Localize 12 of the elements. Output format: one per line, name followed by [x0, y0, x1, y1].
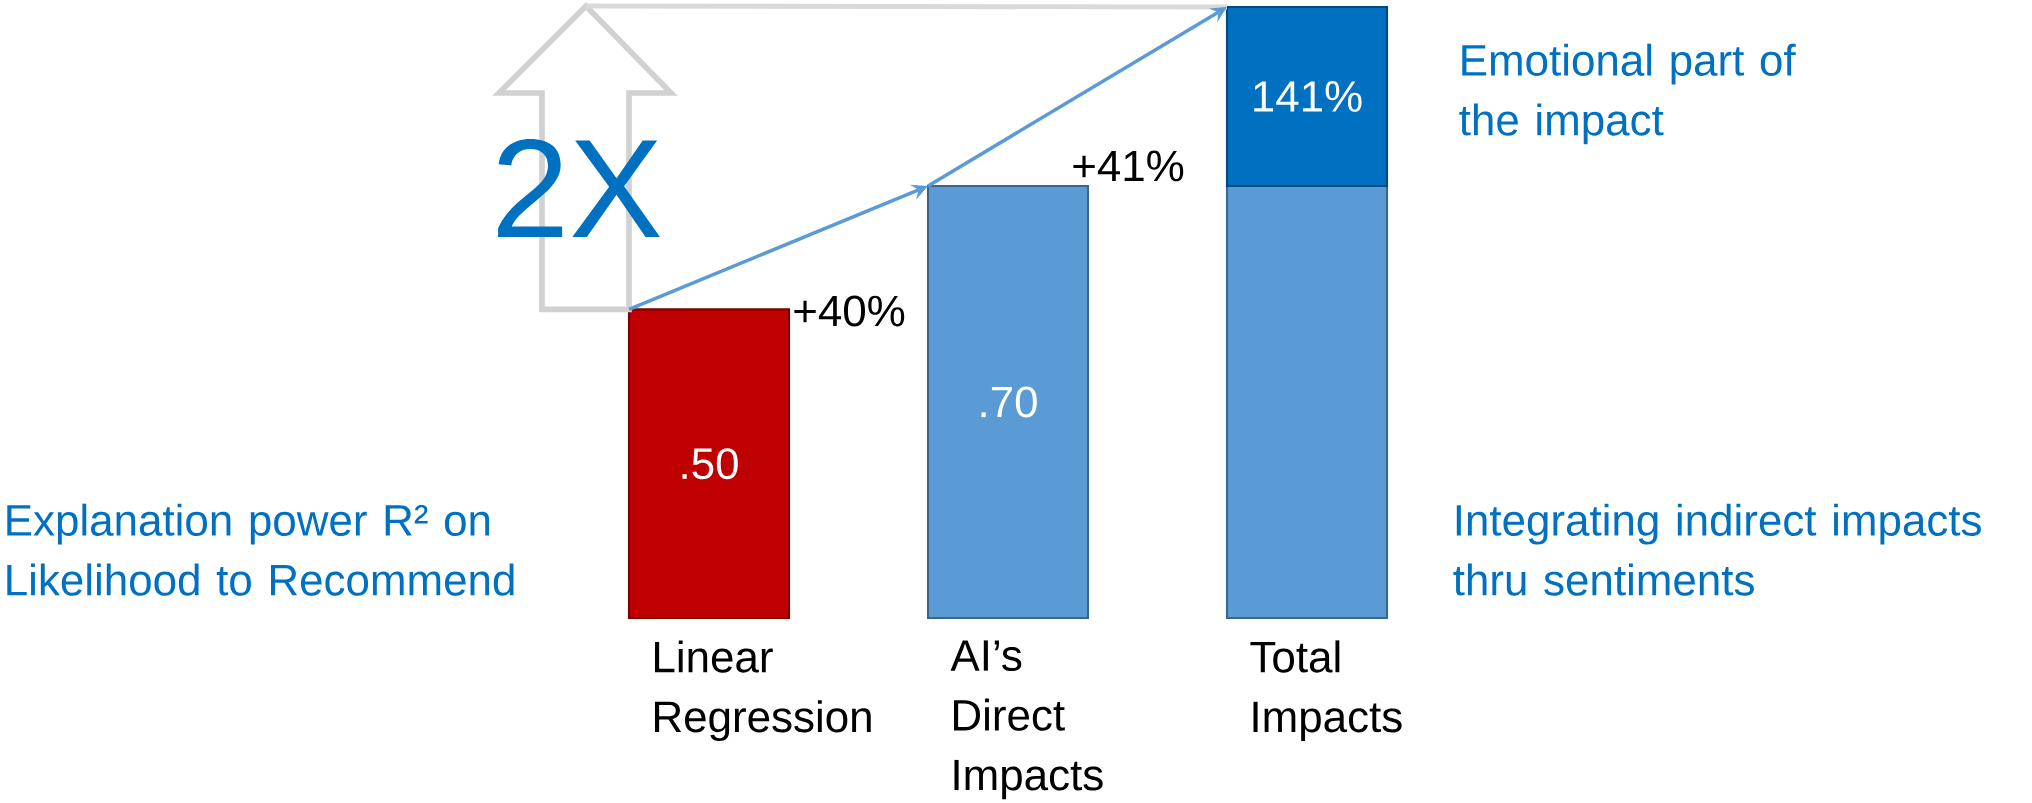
- x-tick-label: Total Impacts: [1250, 640, 1402, 742]
- x-tick-label: AI’s Direct Impacts: [950, 640, 1103, 800]
- annotation: Integrating indirect impacts thru sentiments: [1453, 503, 1981, 596]
- data-label: .50: [682, 448, 738, 480]
- annotation: 141%: [1254, 81, 1362, 112]
- x-tick-label: Linear Regression: [655, 640, 871, 742]
- annotation: Emotional part of the impact: [1459, 43, 1796, 145]
- annotation: 2X: [498, 138, 660, 238]
- text: Explanation power R² on Likelihood to Recommend: [7, 503, 514, 596]
- annotation: +40%: [794, 295, 905, 327]
- data-label: .70: [981, 386, 1037, 418]
- annotation: +41%: [1073, 150, 1184, 182]
